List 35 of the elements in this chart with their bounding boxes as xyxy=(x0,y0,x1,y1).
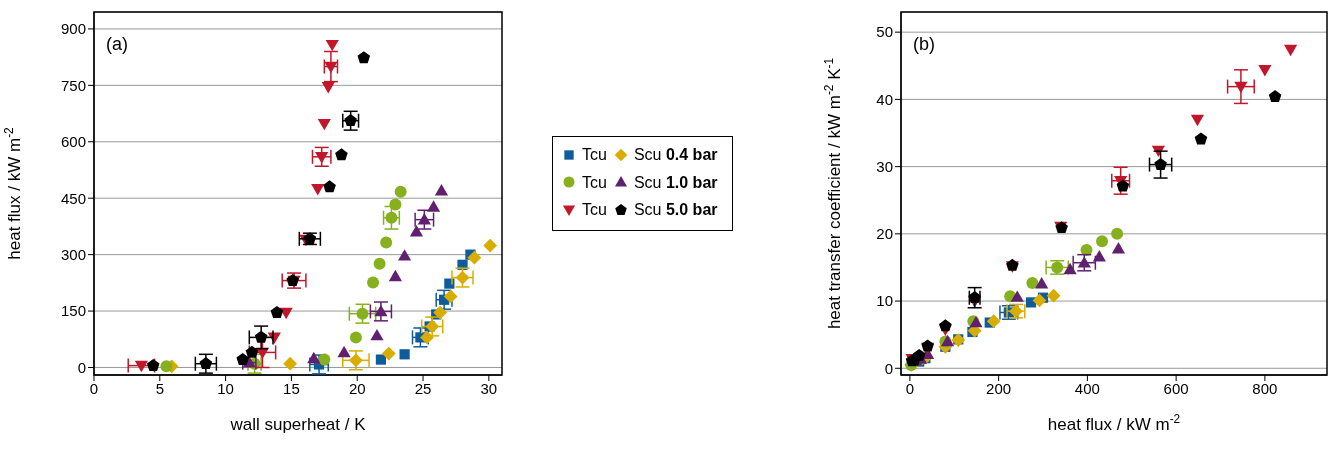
y-tick-label: 0 xyxy=(77,358,86,376)
legend-label: Scu 0.4 bar xyxy=(633,145,718,165)
x-tick-label: 0 xyxy=(89,379,99,397)
y-tick-label: 10 xyxy=(876,292,893,310)
y-tick-label: 450 xyxy=(60,189,86,207)
y-tick-label: 600 xyxy=(60,133,86,151)
annotation: (b) xyxy=(913,34,935,55)
y-tick-label: 900 xyxy=(60,20,86,38)
x-axis-title: heat flux / kW m$^{-2}$ xyxy=(1047,412,1181,434)
legend-label: Tcu xyxy=(582,145,607,165)
legend-label: Tcu xyxy=(582,200,607,220)
y-tick-label: 50 xyxy=(876,23,893,41)
x-tick-label: 25 xyxy=(414,379,432,397)
y-tick-label: 20 xyxy=(876,225,893,243)
x-tick-label: 5 xyxy=(155,379,164,397)
annotation: (a) xyxy=(106,34,128,55)
x-axis-title: wall superheat / K xyxy=(229,415,367,434)
y-tick-label: 150 xyxy=(60,302,86,320)
legend-label: Scu 1.0 bar xyxy=(633,172,718,193)
x-tick-label: 30 xyxy=(480,379,498,397)
y-tick-label: 30 xyxy=(876,157,893,175)
x-tick-label: 20 xyxy=(348,379,366,397)
legend-label: Scu 5.0 bar xyxy=(633,200,718,220)
x-tick-label: 600 xyxy=(1163,379,1189,397)
y-tick-label: 750 xyxy=(60,76,86,94)
x-tick-label: 15 xyxy=(283,379,300,397)
x-tick-label: 400 xyxy=(1074,379,1100,397)
y-tick-label: 300 xyxy=(60,245,86,263)
legend-label: Tcu xyxy=(582,172,607,193)
x-tick-label: 200 xyxy=(986,379,1012,397)
x-tick-label: 10 xyxy=(217,379,234,397)
x-tick-label: 0 xyxy=(905,379,915,397)
y-tick-label: 40 xyxy=(876,90,893,108)
y-tick-label: 0 xyxy=(884,359,893,377)
x-tick-label: 800 xyxy=(1252,379,1278,397)
